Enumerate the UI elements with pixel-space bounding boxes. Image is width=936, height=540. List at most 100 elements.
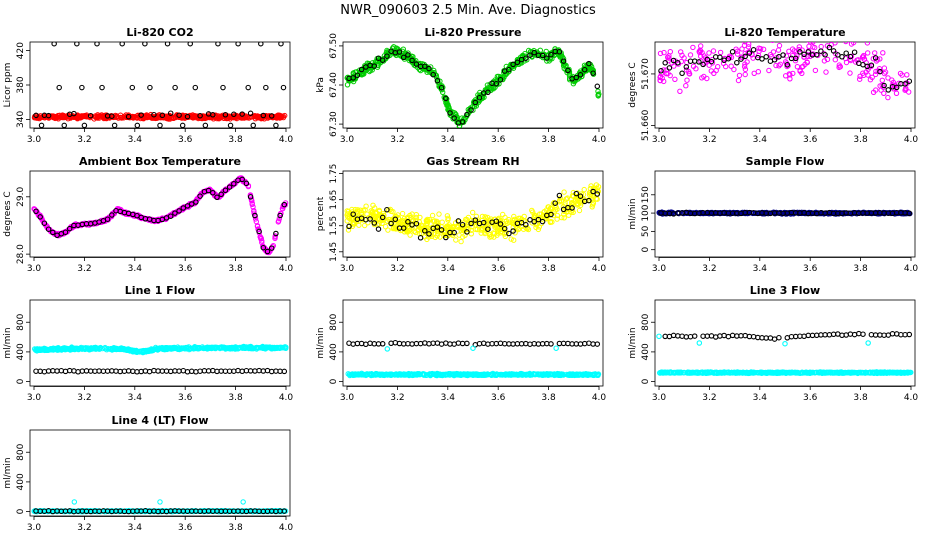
average-outlier-point xyxy=(157,122,163,128)
raw-point xyxy=(556,197,563,204)
raw-point xyxy=(756,48,762,54)
raw-point xyxy=(717,49,724,56)
raw-point xyxy=(595,93,601,99)
average-point xyxy=(226,184,233,190)
raw-point xyxy=(836,64,842,71)
raw-point xyxy=(463,216,469,223)
average-point xyxy=(239,111,245,117)
chart-panel: Gas Stream RH3.0 3.2 3.4 3.6 3.8 4.01.451.551… xyxy=(316,155,606,274)
y-tick-label: 100 xyxy=(641,204,651,221)
average-point xyxy=(742,53,748,60)
raw-point xyxy=(554,212,560,219)
raw-point xyxy=(666,53,672,59)
average-point xyxy=(159,112,166,119)
x-tick-label: 3.6 xyxy=(178,393,193,403)
raw-point xyxy=(739,46,745,52)
raw-point xyxy=(206,344,213,351)
raw-point xyxy=(566,372,572,378)
average-point xyxy=(413,61,420,67)
raw-point xyxy=(170,346,176,352)
x-tick-label: 4.0 xyxy=(592,264,607,274)
y-tick-label: 29.0 xyxy=(16,187,26,207)
raw-point xyxy=(444,101,450,107)
raw-point xyxy=(846,42,850,43)
average-point xyxy=(210,190,216,196)
raw-point xyxy=(551,212,557,219)
raw-point xyxy=(776,63,782,69)
average-outlier-point xyxy=(258,42,264,47)
average-point xyxy=(476,94,483,101)
raw-point xyxy=(881,70,888,77)
x-tick-label: 3.0 xyxy=(652,135,667,145)
raw-point xyxy=(353,372,360,378)
average-point xyxy=(573,74,580,81)
x-tick-label: 3.2 xyxy=(77,135,91,145)
raw-point xyxy=(169,345,175,351)
raw-point xyxy=(359,372,365,378)
raw-point xyxy=(283,344,289,350)
x-tick-label: 3.6 xyxy=(491,393,506,403)
average-point xyxy=(426,65,432,72)
average-point xyxy=(392,216,399,223)
raw-point xyxy=(500,211,506,218)
raw-point xyxy=(272,233,278,239)
average-point xyxy=(252,212,258,219)
average-point xyxy=(531,49,537,56)
average-point xyxy=(544,55,550,61)
average-point xyxy=(518,219,525,226)
raw-point xyxy=(885,94,891,101)
average-outlier-point xyxy=(38,122,45,128)
average-point xyxy=(826,44,833,51)
average-point xyxy=(210,112,216,118)
raw-point xyxy=(881,90,887,97)
raw-point xyxy=(367,371,373,377)
raw-point xyxy=(453,237,459,243)
average-point xyxy=(231,181,237,187)
raw-point xyxy=(45,347,51,353)
average-point xyxy=(438,227,445,233)
average-point xyxy=(350,75,356,81)
raw-point xyxy=(498,372,504,378)
raw-point xyxy=(356,222,362,228)
average-point xyxy=(409,57,415,64)
x-tick-label: 3.4 xyxy=(441,393,456,403)
raw-point xyxy=(421,372,427,378)
average-point xyxy=(75,369,81,375)
x-tick-label: 3.0 xyxy=(652,264,667,274)
data-points xyxy=(31,42,288,128)
raw-point xyxy=(387,371,394,378)
raw-point xyxy=(401,229,408,235)
plot-frame xyxy=(342,170,604,258)
raw-point xyxy=(96,346,103,352)
average-point xyxy=(188,201,195,207)
raw-point xyxy=(445,217,451,223)
raw-point xyxy=(581,186,587,193)
x-tick-label: 3.4 xyxy=(753,264,768,274)
average-outlier-point xyxy=(202,122,209,128)
data-points xyxy=(31,175,289,256)
raw-point xyxy=(794,53,800,59)
average-outlier-point xyxy=(119,42,125,47)
raw-point xyxy=(437,78,443,84)
raw-point xyxy=(904,72,910,78)
average-point xyxy=(586,197,592,204)
raw-point xyxy=(741,42,748,49)
raw-point xyxy=(148,111,154,118)
raw-point xyxy=(146,348,152,354)
chart-title: Line 3 Flow xyxy=(750,284,820,297)
raw-point xyxy=(520,54,526,60)
raw-point xyxy=(508,236,514,242)
raw-point xyxy=(715,64,721,70)
raw-point xyxy=(440,372,446,378)
raw-point xyxy=(593,182,600,188)
average-point xyxy=(37,214,43,220)
average-point xyxy=(569,205,575,211)
data-points xyxy=(345,339,602,379)
raw-point xyxy=(466,371,473,377)
average-point xyxy=(273,230,279,237)
average-point xyxy=(851,49,858,55)
raw-point xyxy=(810,42,816,45)
average-point xyxy=(493,80,500,87)
average-point xyxy=(539,218,546,225)
average-point xyxy=(451,115,457,121)
